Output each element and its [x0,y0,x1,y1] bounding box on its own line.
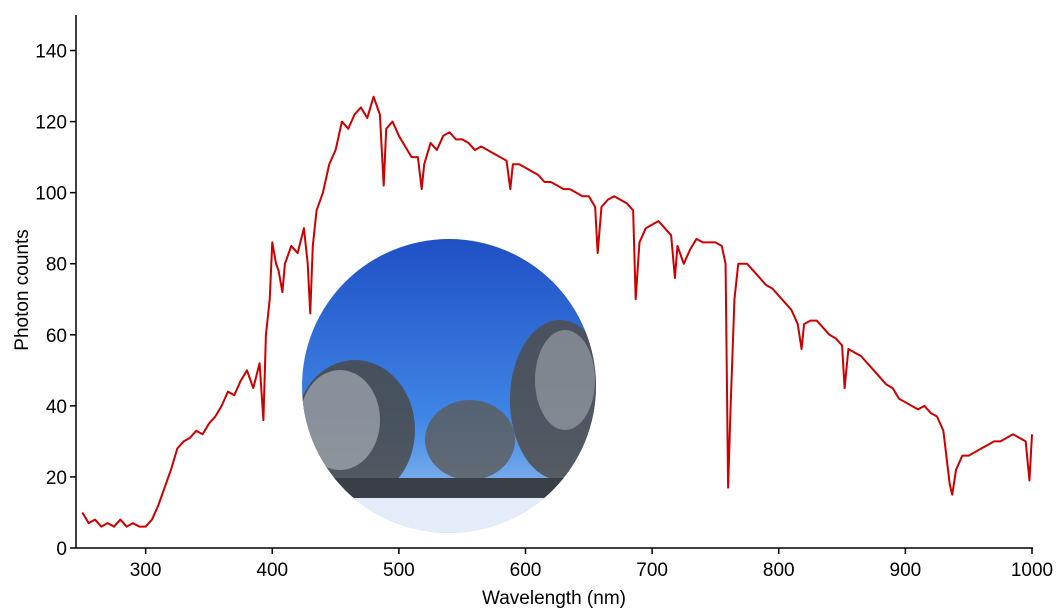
x-tick-label: 600 [510,560,542,581]
x-axis-label: Wavelength (nm) [482,588,626,609]
y-tick-label: 140 [35,42,67,63]
y-tick-label: 60 [46,326,67,347]
y-tick-label: 120 [35,113,67,134]
x-tick-label: 300 [130,560,162,581]
inset-photo [302,239,596,533]
x-tick-label: 500 [383,560,415,581]
data-line [81,95,1033,528]
x-tick-label: 400 [256,560,288,581]
x-tick-label: 1000 [1011,560,1053,581]
x-tick-label: 700 [636,560,668,581]
y-axis-label: Photon counts [12,229,33,350]
y-tick-label: 100 [35,184,67,205]
x-tick-label: 900 [890,560,922,581]
y-tick-label: 0 [56,539,67,560]
y-tick-label: 20 [46,468,67,489]
y-tick-label: 40 [46,397,67,418]
x-tick-label: 800 [763,560,795,581]
y-tick-label: 80 [46,255,67,276]
